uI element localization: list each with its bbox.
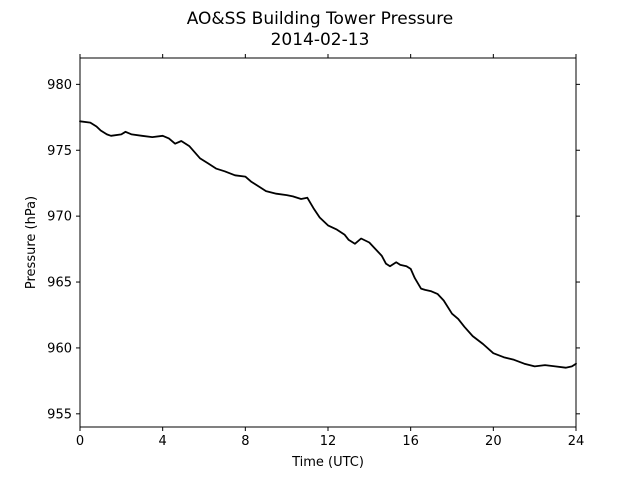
plot-frame [79,57,577,428]
x-tick-label: 12 [320,434,337,449]
pressure-line [79,120,577,369]
x-tick-label: 16 [402,434,419,449]
plot-area [79,120,577,369]
y-tick-label: 975 [47,144,72,159]
y-axis-label: Pressure (hPa) [24,196,39,289]
x-tick-label: 4 [159,434,167,449]
y-tick-label: 960 [47,341,72,356]
axis-ticks: 0 4 8 12 16 20 24 955 960 965 970 975 980 [47,54,584,449]
y-tick-label: 970 [47,210,72,225]
x-axis-label: Time (UTC) [291,455,364,470]
y-tick-label: 955 [47,407,72,422]
y-tick-label: 980 [47,78,72,93]
chart-subtitle: 2014-02-13 [271,30,370,50]
x-tick-label: 20 [485,434,502,449]
x-tick-label: 24 [568,434,585,449]
y-tick-label: 965 [47,276,72,291]
x-tick-label: 0 [76,434,84,449]
x-tick-label: 8 [241,434,249,449]
chart-title: AO&SS Building Tower Pressure [187,9,454,29]
